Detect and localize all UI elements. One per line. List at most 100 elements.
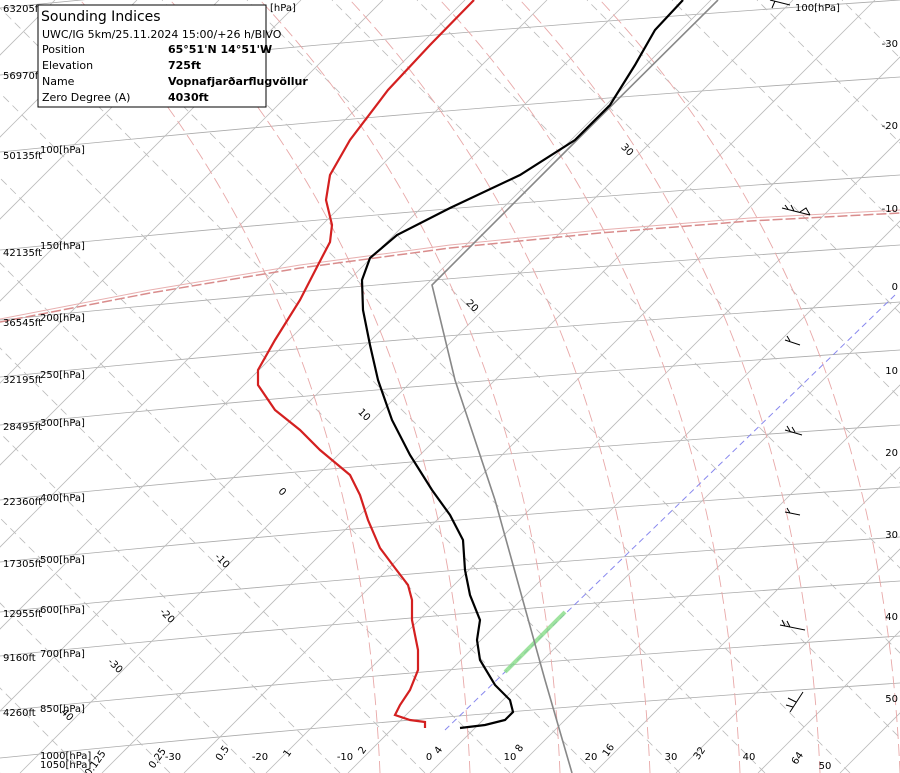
isotherm	[0, 0, 712, 712]
isobar	[0, 349, 900, 426]
isobar	[0, 536, 900, 613]
tropopause-line-2	[0, 209, 900, 320]
isobar	[0, 424, 900, 501]
dry-adiabat	[0, 262, 511, 773]
info-box-frame	[37, 4, 267, 108]
dry-adiabat	[331, 0, 900, 569]
mixing-ratio-label: 8	[514, 743, 527, 755]
isotherm	[265, 138, 900, 773]
pressure-label: 500[hPa]	[40, 555, 85, 566]
mixing-ratio-label: 1	[282, 748, 295, 760]
right-temperature-label: 20	[885, 448, 898, 459]
altitude-label: 32195ft	[3, 375, 42, 386]
bottom-temperature-label: 0	[426, 752, 432, 763]
adiabat-label: 0	[276, 486, 288, 498]
altitude-label: 12955ft	[3, 609, 42, 620]
altitude-label: 4260ft	[3, 708, 36, 719]
isobar	[0, 301, 900, 378]
pressure-label: 300[hPa]	[40, 418, 85, 429]
dry-adiabat	[671, 0, 900, 229]
tropopause-line	[0, 212, 900, 323]
wind-barb	[784, 335, 801, 346]
wind-barb	[769, 0, 791, 9]
bottom-temperature-label: 30	[665, 752, 678, 763]
isotherm	[757, 630, 900, 773]
info-key: Elevation	[42, 59, 93, 72]
altitude-label: 28495ft	[3, 422, 42, 433]
pressure-label: 200[hPa]	[40, 313, 85, 324]
mixing-ratio-label: 16	[601, 742, 617, 759]
altitude-label: 9160ft	[3, 653, 36, 664]
bottom-temperature-label: -20	[252, 752, 268, 763]
pressure-label: 600[hPa]	[40, 605, 85, 616]
pressure-label: [hPa]	[270, 3, 296, 14]
isotherm	[101, 0, 876, 773]
dry-adiabat	[161, 0, 900, 739]
isotherm	[429, 302, 900, 773]
right-temperature-label: -20	[882, 121, 898, 132]
altitude-label: 17305ft	[3, 559, 42, 570]
isotherm	[0, 0, 220, 220]
pressure-label: 250[hPa]	[40, 370, 85, 381]
dewpoint-curve	[256, 0, 475, 728]
moist-adiabat	[439, 0, 741, 773]
isobar	[0, 635, 900, 712]
right-temperature-label: -30	[882, 39, 898, 50]
isobar	[0, 580, 900, 657]
isobar	[0, 682, 900, 759]
wind-barb	[779, 619, 806, 631]
right-temperature-label: 0	[892, 282, 898, 293]
info-value: Vopnafjarðarflugvöllur	[168, 75, 308, 88]
wind-barb	[785, 691, 804, 713]
info-value: 4030ft	[168, 91, 209, 104]
isotherm	[19, 0, 794, 773]
dry-adiabat	[0, 347, 426, 773]
isotherm	[0, 0, 466, 466]
altitude-label: 36545ft	[3, 318, 42, 329]
dry-adiabat	[76, 0, 851, 773]
pressure-label: 150[hPa]	[40, 241, 85, 252]
dry-adiabat	[0, 7, 766, 773]
adiabat-label: -20	[157, 607, 176, 626]
right-temperature-label: 40	[885, 612, 898, 623]
altitude-label: 63205ft	[3, 4, 42, 15]
pressure-label: 1000[hPa]	[40, 751, 91, 762]
bottom-temperature-label: 50	[819, 761, 832, 772]
isotherm	[0, 0, 384, 384]
dry-adiabat	[756, 0, 900, 144]
pressure-label: 400[hPa]	[40, 493, 85, 504]
right-temperature-label: -10	[882, 204, 898, 215]
wind-barbs	[769, 0, 811, 713]
adiabat-label: -10	[212, 552, 231, 571]
mixing-ratio-label: 32	[692, 745, 708, 762]
isobar	[0, 486, 900, 563]
bottom-temperature-label: -30	[165, 752, 181, 763]
temperature-curve	[360, 0, 684, 730]
isotherm	[839, 712, 900, 773]
wind-barb	[781, 204, 811, 216]
adiabat-label: 10	[355, 407, 372, 424]
pressure-label: 100[hPa]	[795, 3, 840, 14]
isotherm	[183, 56, 900, 773]
isotherm	[0, 0, 630, 630]
isotherm	[0, 0, 302, 302]
info-value: 725ft	[168, 59, 201, 72]
isotherm	[511, 384, 900, 773]
dry-adiabat	[0, 602, 171, 773]
mixing-ratio-label: 0.5	[214, 744, 232, 763]
right-temperature-label: 10	[885, 366, 898, 377]
dry-adiabat	[841, 0, 900, 59]
parcel-curve	[431, 0, 719, 773]
moist-adiabat	[259, 0, 561, 773]
isotherm	[675, 548, 900, 773]
dry-adiabat	[416, 0, 900, 484]
info-key: Name	[42, 75, 75, 88]
bottom-temperature-label: 20	[585, 752, 598, 763]
mixing-ratio-label: 64	[790, 750, 806, 767]
dry-adiabat	[0, 517, 256, 773]
isotherm	[0, 0, 548, 548]
isotherm	[593, 466, 900, 773]
bottom-temperature-label: 10	[504, 752, 517, 763]
dry-adiabat	[501, 0, 900, 399]
